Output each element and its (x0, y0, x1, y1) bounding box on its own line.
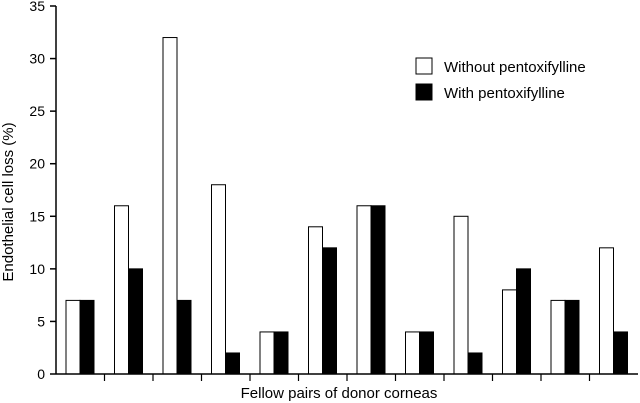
bar-with-pentoxifylline-7 (370, 205, 386, 375)
x-ticks-group (103, 374, 591, 381)
bar-with-pentoxifylline-12 (613, 331, 628, 375)
y-ticks-group: 0 5 10 15 20 25 30 35 (29, 0, 56, 382)
bar-without-pentoxifylline-4 (211, 184, 226, 375)
bar-with-pentoxifylline-10 (516, 268, 531, 375)
bar-with-pentoxifylline-11 (564, 299, 580, 375)
bar-without-pentoxifylline-11 (550, 299, 566, 375)
bar-without-pentoxifylline-2 (114, 205, 129, 375)
bar-with-pentoxifylline-2 (128, 268, 143, 375)
y-tick-label: 15 (29, 208, 45, 224)
y-tick-label: 30 (29, 51, 45, 67)
bar-with-pentoxifylline-9 (467, 352, 483, 375)
bar-with-pentoxifylline-4 (225, 352, 240, 375)
legend-swatch-with (415, 83, 433, 101)
bar-without-pentoxifylline-7 (356, 205, 372, 375)
bar-without-pentoxifylline-8 (405, 331, 420, 375)
bar-with-pentoxifylline-6 (322, 247, 337, 375)
legend-label-with: With pentoxifylline (444, 85, 565, 102)
bar-with-pentoxifylline-8 (419, 331, 434, 375)
y-tick-label: 20 (29, 156, 45, 172)
legend-label-without: Without pentoxifylline (444, 59, 586, 76)
y-axis-label: Endothelial cell loss (%) (0, 122, 17, 281)
bar-without-pentoxifylline-12 (599, 247, 614, 375)
y-tick-label: 10 (29, 261, 45, 277)
bar-with-pentoxifylline-1 (79, 299, 95, 375)
bar-with-pentoxifylline-5 (273, 331, 289, 375)
y-tick-label: 0 (37, 366, 45, 382)
y-tick-label: 35 (29, 0, 45, 14)
bar-without-pentoxifylline-1 (65, 299, 81, 375)
bar-without-pentoxifylline-10 (502, 289, 517, 375)
bar-without-pentoxifylline-9 (453, 215, 469, 375)
y-tick-label: 25 (29, 103, 45, 119)
legend-swatch-without (415, 57, 433, 75)
y-tick-label: 5 (37, 313, 45, 329)
x-axis-label: Fellow pairs of donor corneas (241, 385, 438, 402)
bar-without-pentoxifylline-5 (259, 331, 275, 375)
legend: Without pentoxifylline With pentoxifyllin… (415, 57, 586, 102)
bar-with-pentoxifylline-3 (176, 299, 192, 375)
bar-without-pentoxifylline-3 (162, 37, 178, 375)
bar-without-pentoxifylline-6 (308, 226, 323, 375)
